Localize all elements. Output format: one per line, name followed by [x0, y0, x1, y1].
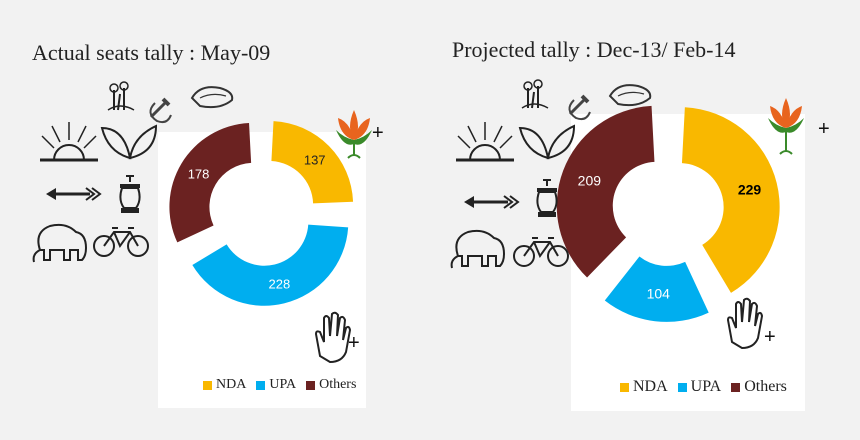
elephant-icon [450, 229, 506, 269]
legend-label: UPA [269, 377, 297, 392]
data-label-others: 178 [188, 166, 210, 181]
legend-item-upa: UPA [677, 378, 722, 396]
donut-slice-upa [192, 224, 349, 306]
bicycle-icon [513, 237, 569, 267]
two-leaves-icon [100, 124, 158, 160]
arrow-icon [464, 195, 520, 209]
twin-flowers-icon [107, 81, 135, 111]
legend-swatch-nda [203, 380, 212, 390]
chart2-donut: 229 104 209 [556, 105, 780, 322]
legend-item-upa: UPA [256, 377, 296, 393]
donut-slice-others [556, 105, 655, 278]
legend-item-nda: NDA [203, 377, 246, 393]
data-label-nda: 229 [738, 182, 762, 198]
legend-item-others: Others [306, 377, 356, 393]
legend-label: NDA [216, 377, 247, 392]
hammer-sickle-icon [568, 94, 591, 121]
plus-sign: + [348, 332, 360, 354]
donut-slice-nda [271, 121, 354, 204]
data-label-nda: 137 [304, 153, 326, 168]
chart1-legend: NDA UPA Others [203, 377, 356, 393]
legend-swatch-others [731, 382, 741, 392]
legend-item-nda: NDA [620, 378, 668, 396]
data-label-upa: 104 [647, 285, 671, 301]
legend-label: UPA [690, 378, 722, 395]
legend-swatch-nda [620, 382, 629, 392]
plus-sign: + [764, 326, 776, 348]
legend-item-others: Others [731, 378, 787, 396]
conch-icon [190, 86, 234, 109]
chart1-title: Actual seats tally : May-09 [32, 40, 271, 65]
lotus-icon [336, 110, 372, 159]
plus-sign: + [372, 122, 384, 144]
plus-sign: + [818, 118, 830, 140]
conch-icon [608, 84, 652, 107]
arrow-icon [46, 187, 102, 201]
two-leaves-icon [518, 124, 576, 160]
donut-slice-others [169, 122, 252, 243]
legend-swatch-upa [256, 380, 266, 390]
legend-swatch-upa [677, 382, 687, 392]
rising-sun-icon [40, 122, 98, 162]
hand-icon [314, 311, 352, 364]
hand-icon [726, 297, 764, 350]
chart2-legend: NDA UPA Others [620, 378, 787, 396]
chart1-donut: 137 228 178 [169, 121, 354, 306]
data-label-others: 209 [578, 172, 602, 188]
chart2-title: Projected tally : Dec-13/ Feb-14 [452, 37, 736, 62]
donut-slice-upa [604, 256, 709, 322]
bicycle-icon [93, 227, 149, 257]
legend-label: Others [319, 377, 357, 392]
legend-swatch-others [306, 380, 316, 390]
legend-label: Others [744, 378, 787, 395]
legend-label: NDA [633, 378, 668, 395]
lotus-icon [768, 98, 804, 155]
rising-sun-icon [456, 122, 514, 162]
data-label-upa: 228 [269, 276, 291, 291]
donut-slice-nda [681, 107, 780, 293]
lantern-icon [119, 175, 141, 213]
lantern-icon [536, 179, 558, 217]
twin-flowers-icon [521, 79, 549, 109]
elephant-icon [32, 223, 88, 263]
hammer-sickle-icon [149, 97, 172, 124]
